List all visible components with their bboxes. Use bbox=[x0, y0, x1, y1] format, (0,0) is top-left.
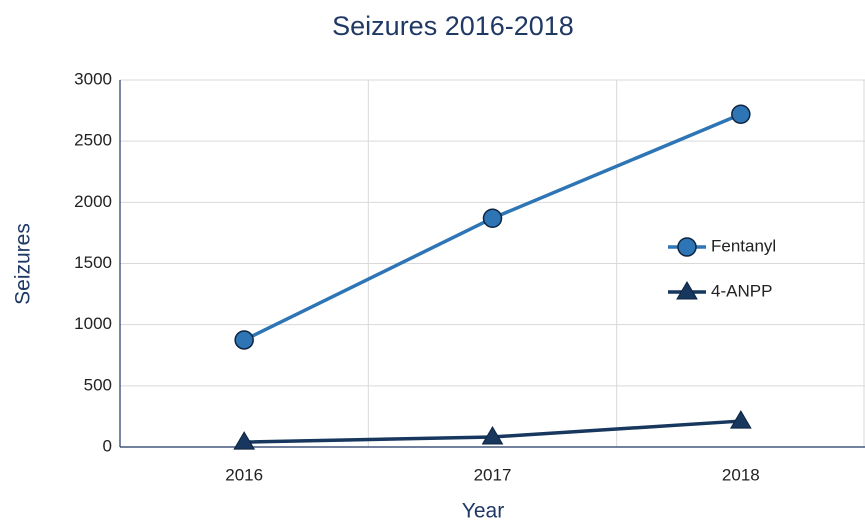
x-tick-label: 2017 bbox=[474, 465, 512, 484]
marker bbox=[729, 410, 752, 429]
marker bbox=[677, 237, 697, 257]
y-tick-label: 1500 bbox=[74, 253, 112, 272]
marker bbox=[482, 208, 503, 228]
y-tick-label: 1000 bbox=[74, 314, 112, 333]
y-tick-label: 2000 bbox=[74, 192, 112, 211]
y-tick-label: 3000 bbox=[74, 69, 112, 88]
x-tick-label: 2016 bbox=[225, 465, 263, 484]
x-axis-title: Year bbox=[462, 500, 504, 522]
x-tick-label: 2018 bbox=[722, 465, 760, 484]
y-axis-title: Seizures bbox=[12, 223, 35, 305]
y-tick-label: 0 bbox=[103, 436, 112, 455]
legend-label: Fentanyl bbox=[711, 236, 776, 255]
legend-label: 4-ANPP bbox=[711, 281, 772, 300]
y-tick-label: 500 bbox=[84, 375, 112, 394]
marker bbox=[731, 104, 751, 125]
chart-title: Seizures 2016-2018 bbox=[332, 11, 574, 41]
y-tick-label: 2500 bbox=[74, 131, 112, 150]
marker bbox=[233, 431, 256, 450]
marker bbox=[234, 330, 254, 350]
marker bbox=[676, 281, 698, 300]
marker bbox=[481, 425, 504, 445]
